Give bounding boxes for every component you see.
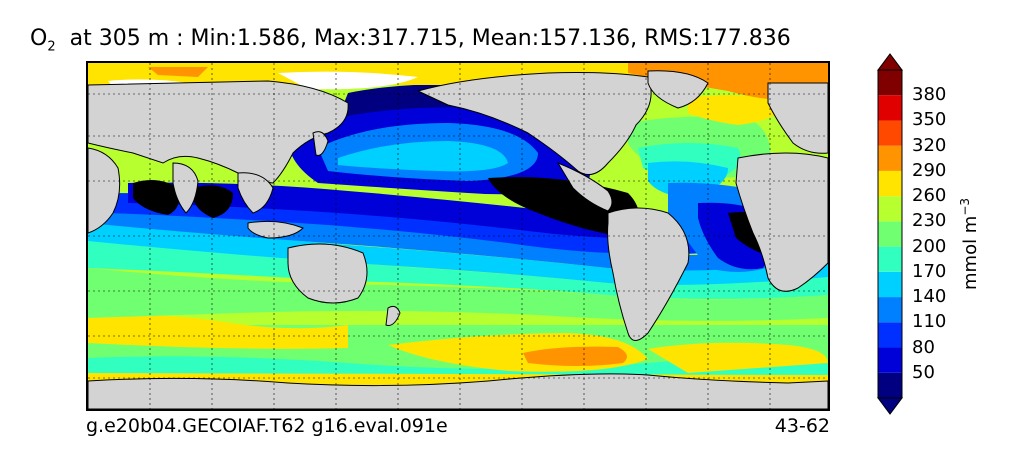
o2-map — [88, 63, 828, 409]
colorbar-cell — [878, 271, 902, 298]
title-variable-subscript: 2 — [47, 39, 56, 55]
colorbar-cell — [878, 170, 902, 197]
title-stats: at 305 m : Min:1.586, Max:317.715, Mean:… — [69, 26, 791, 51]
natl-subpolar-yellow — [688, 95, 788, 125]
anoxic-arabian-sea — [133, 179, 180, 215]
southern-orange-pacific — [523, 346, 627, 366]
colorbar-cell — [878, 120, 902, 146]
colorbar-tick-label: 50 — [912, 361, 935, 383]
colorbar-extend-min-arrow — [877, 397, 903, 415]
colorbar-tick-label: 260 — [912, 185, 947, 207]
land-africa-west — [88, 147, 121, 234]
colorbar-tick-label: 140 — [912, 286, 947, 308]
colorbar-tick-label: 200 — [912, 235, 947, 257]
colorbar-cell — [878, 372, 902, 398]
colorbar-cell — [878, 221, 902, 247]
colorbar-cell — [878, 246, 902, 272]
arctic-orange-west — [148, 67, 208, 77]
land-south-america — [607, 207, 690, 341]
land-central-america — [556, 161, 613, 212]
colorbar-tick-label: 350 — [912, 109, 947, 131]
colorbar-outline — [877, 69, 903, 399]
colorbar-tick-label: 230 — [912, 210, 947, 232]
footer-run-id: g.e20b04.GECOIAF.T62 g16.eval.091e — [86, 415, 448, 437]
land-india — [172, 162, 199, 214]
chart-title: O2 at 305 m : Min:1.586, Max:317.715, Me… — [30, 26, 791, 54]
land-indonesia — [247, 220, 304, 239]
npac-lightblue-core — [338, 141, 508, 172]
colorbar-cell — [878, 70, 902, 96]
south-light-blue-band — [88, 223, 828, 285]
south-cyan-belt — [88, 238, 828, 299]
map-plot-area — [86, 61, 830, 411]
colorbar-tick-label: 80 — [912, 336, 935, 358]
colorbar-extend-max-arrow — [877, 53, 903, 71]
title-variable: O — [30, 26, 48, 51]
land-new-zealand — [385, 305, 401, 326]
colorbar-cell — [878, 297, 902, 323]
footer-year-range: 43-62 — [774, 415, 830, 437]
colorbar-unit-label: mmol m−3 — [958, 198, 981, 290]
colorbar-cell — [878, 145, 902, 171]
land-antarctica — [88, 373, 828, 409]
colorbar-tick-label: 170 — [912, 260, 947, 282]
land-greenland — [647, 70, 709, 109]
anoxic-bay-of-bengal — [193, 185, 233, 218]
colorbar-tick-label: 110 — [912, 311, 947, 333]
colorbar-unit-base: mmol m — [960, 215, 981, 290]
colorbar-tick-label: 320 — [912, 134, 947, 156]
land-australia — [287, 243, 368, 304]
colorbar-unit-exponent: −3 — [958, 197, 972, 216]
colorbar-tick-label: 290 — [912, 159, 947, 181]
colorbar — [877, 53, 903, 415]
colorbar-cell — [878, 347, 902, 373]
colorbar-cell — [878, 196, 902, 222]
colorbar-tick-label: 380 — [912, 84, 947, 106]
land-southeast-asia — [237, 172, 274, 214]
southern-yellow-west — [88, 315, 348, 349]
southern-yellow-atlantic — [648, 342, 828, 373]
colorbar-cell — [878, 95, 902, 121]
land-japan — [312, 131, 329, 156]
colorbar-cell — [878, 322, 902, 348]
arctic-nodata-1 — [278, 71, 418, 90]
land-north-america — [416, 72, 652, 176]
